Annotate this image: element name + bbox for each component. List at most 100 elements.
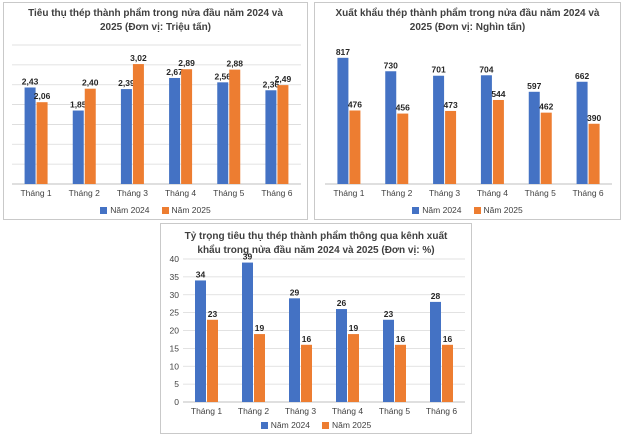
bar (72, 110, 84, 184)
bar (229, 69, 241, 184)
legend-label-2025: Năm 2025 (332, 420, 372, 430)
x-tick-label: Tháng 3 (429, 188, 460, 198)
y-tick-label: 20 (170, 326, 180, 336)
legend-swatch-2024 (412, 206, 420, 214)
bar (445, 110, 457, 184)
data-label: 2,39 (118, 78, 135, 88)
bar (120, 89, 132, 184)
data-label: 39 (243, 252, 253, 262)
data-label: 3,02 (130, 53, 147, 63)
legend-swatch-2024 (100, 206, 108, 214)
bar (36, 102, 48, 184)
data-label: 701 (431, 65, 445, 75)
legend-item-2025: Năm 2025 (161, 205, 211, 215)
data-label: 2,56 (214, 71, 231, 81)
data-label: 704 (479, 64, 493, 74)
chart-plot-export-share: 0 5 10 15 20 25 30 35 40 34 23 Tháng 1 39 19 Tháng 2 29… (170, 252, 465, 416)
bar (289, 298, 300, 402)
legend-item-2024: Năm 2024 (412, 205, 462, 215)
bar (588, 123, 600, 184)
data-label: 730 (384, 60, 398, 70)
chart-title: Tiêu thụ thép thành phẩm trong nửa đầu n… (4, 7, 307, 35)
legend-item-2025: Năm 2025 (322, 420, 371, 430)
legend-label-2024: Năm 2024 (422, 205, 462, 215)
x-tick-label: Tháng 6 (261, 188, 292, 198)
x-tick-label: Tháng 4 (477, 188, 508, 198)
x-tick-label: Tháng 3 (285, 406, 316, 416)
data-label: 29 (290, 287, 300, 297)
legend-swatch-2024 (260, 421, 268, 429)
data-label: 23 (208, 309, 218, 319)
chart-plot-export: 817 476 Tháng 1 730 456 Tháng 2 701 473 Tháng 3 7… (325, 47, 612, 198)
chart-plot-consumption: 2,43 2,06 Tháng 1 1,85 2,40 Tháng 2 2,39 3,02 Th… (12, 44, 301, 198)
x-tick-label: Tháng 1 (191, 406, 222, 416)
chart-legend: Năm 2024 Năm 2025 (315, 205, 620, 215)
y-tick-label: 35 (170, 272, 180, 282)
chart-panel-consumption: Tiêu thụ thép thành phẩm trong nửa đầu n… (3, 2, 308, 220)
y-tick-label: 25 (170, 308, 180, 318)
legend-item-2024: Năm 2024 (260, 420, 310, 430)
legend-swatch-2025 (322, 421, 329, 429)
bar (480, 75, 492, 184)
chart-title-line1: Tiêu thụ thép thành phẩm trong nửa đầu n… (28, 8, 283, 19)
x-tick-label: Tháng 1 (333, 188, 364, 198)
data-label: 16 (396, 334, 406, 344)
data-label: 2,40 (82, 78, 99, 88)
chart-title-line2: 2025 (Đơn vị: Triệu tấn) (99, 22, 212, 33)
bar (169, 77, 181, 184)
y-tick-label: 40 (170, 254, 180, 264)
bar (395, 344, 406, 402)
chart-title-line2: khẩu trong nửa đầu năm 2024 và 2025 (Đơn… (197, 245, 435, 256)
data-label: 16 (302, 334, 312, 344)
y-tick-label: 0 (174, 397, 179, 407)
data-label: 456 (396, 103, 410, 113)
x-tick-label: Tháng 4 (332, 406, 363, 416)
legend-item-2024: Năm 2024 (100, 205, 150, 215)
data-label: 19 (349, 323, 359, 333)
data-label: 544 (491, 89, 505, 99)
bar (254, 334, 265, 402)
y-tick-label: 10 (170, 361, 180, 371)
bar (84, 88, 96, 184)
chart-legend: Năm 2024 Năm 2025 (4, 205, 307, 215)
x-tick-label: Tháng 4 (165, 188, 196, 198)
y-tick-label: 5 (174, 379, 179, 389)
data-label: 28 (431, 291, 441, 301)
x-tick-label: Tháng 6 (426, 406, 457, 416)
legend-swatch-2025 (473, 206, 481, 214)
chart-title-line1: Tỷ trọng tiêu thụ thép thành phẩm thông … (184, 231, 448, 242)
data-label: 2,88 (226, 59, 243, 69)
x-tick-label: Tháng 2 (381, 188, 412, 198)
x-tick-label: Tháng 2 (69, 188, 100, 198)
bar (430, 301, 441, 402)
legend-label-2024: Năm 2024 (270, 420, 310, 430)
bar (336, 309, 347, 402)
bar (383, 319, 394, 402)
data-label: 23 (384, 309, 394, 319)
data-label: 817 (336, 47, 350, 57)
data-label: 390 (587, 113, 601, 123)
bar (242, 262, 253, 402)
bar (528, 91, 540, 184)
bar (277, 85, 289, 184)
bar (207, 319, 218, 402)
bar (492, 99, 504, 184)
x-tick-label: Tháng 5 (379, 406, 410, 416)
data-label: 2,43 (22, 76, 39, 86)
bar (217, 82, 229, 184)
chart-panel-export: Xuất khẩu thép thành phẩm trong nửa đầu … (314, 2, 621, 220)
bar (442, 344, 453, 402)
x-tick-label: Tháng 5 (213, 188, 244, 198)
chart-title: Tỷ trọng tiêu thụ thép thành phẩm thông … (161, 230, 471, 258)
bar (540, 112, 552, 184)
bar (301, 344, 312, 402)
bar (348, 334, 359, 402)
bar (337, 57, 349, 184)
x-tick-label: Tháng 6 (572, 188, 603, 198)
legend-label-2025: Năm 2025 (483, 205, 523, 215)
data-label: 2,67 (166, 67, 183, 77)
data-label: 476 (348, 99, 362, 109)
data-label: 2,36 (263, 79, 280, 89)
x-tick-label: Tháng 1 (20, 188, 51, 198)
x-tick-label: Tháng 3 (117, 188, 148, 198)
